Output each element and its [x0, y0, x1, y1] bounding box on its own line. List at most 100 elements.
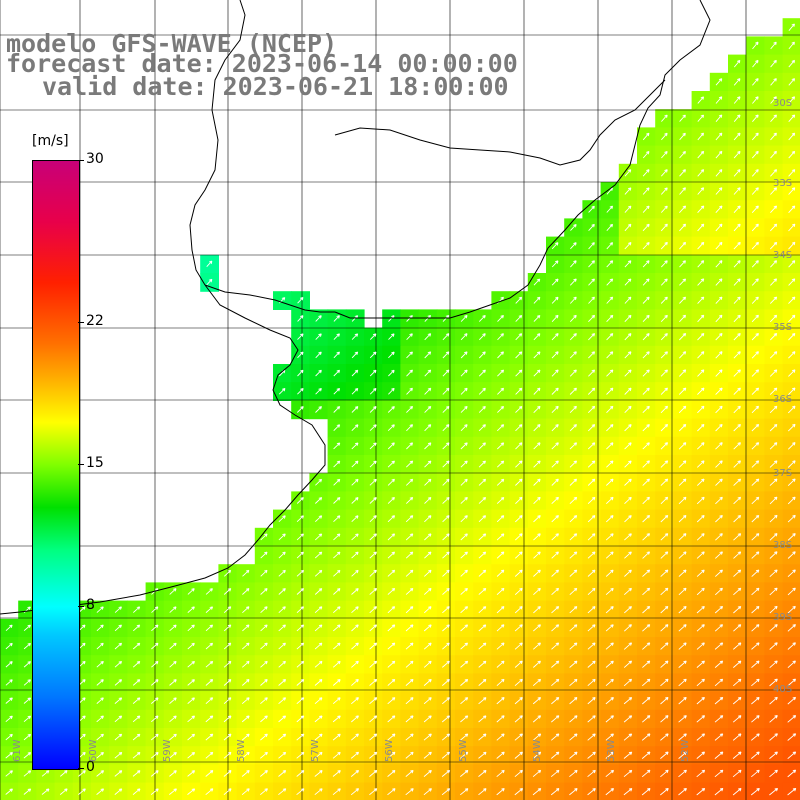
lat-label: 36S [773, 394, 793, 405]
wind-arrow [605, 551, 614, 559]
wind-arrow [169, 660, 177, 668]
wind-arrow [424, 405, 432, 413]
wind-arrow [314, 788, 323, 796]
wind-arrow [750, 787, 760, 796]
wind-arrow [514, 587, 523, 596]
wind-arrow [478, 442, 486, 450]
wind-arrow [787, 514, 796, 523]
wind-arrow [460, 442, 468, 450]
wind-arrow [187, 751, 196, 759]
wind-arrow [696, 569, 705, 577]
wind-arrow [515, 460, 523, 468]
wind-arrow [696, 751, 706, 759]
wind-arrow [369, 788, 378, 796]
wind-arrow [296, 660, 305, 668]
wind-arrow [751, 241, 759, 250]
wind-arrow [278, 588, 286, 595]
wind-arrow [770, 260, 778, 268]
wind-arrow [296, 697, 305, 705]
wind-arrow [497, 333, 504, 341]
wind-arrow [769, 442, 778, 450]
wind-arrow [624, 260, 632, 268]
wind-arrow [314, 515, 323, 523]
wind-arrow [733, 132, 741, 141]
wind-arrow [205, 642, 214, 650]
wind-arrow [442, 551, 450, 559]
wind-arrow [169, 606, 177, 613]
wind-arrow [242, 588, 250, 595]
wind-arrow [732, 769, 742, 778]
wind-arrow [588, 351, 596, 359]
wind-arrow [532, 733, 542, 741]
wind-arrow [569, 460, 578, 468]
wind-arrow [551, 278, 559, 286]
wind-arrow [187, 733, 196, 741]
wind-arrow [752, 96, 759, 104]
wind-arrow [369, 387, 377, 395]
wind-arrow [297, 333, 304, 340]
wind-arrow [624, 241, 632, 250]
wind-arrow [387, 533, 396, 541]
wind-arrow [551, 387, 559, 395]
wind-arrow [751, 605, 760, 614]
wind-arrow [533, 587, 541, 596]
wind-arrow [460, 569, 468, 577]
wind-arrow [787, 423, 796, 432]
wind-arrow [351, 478, 359, 486]
wind-arrow [114, 770, 123, 777]
wind-arrow [150, 788, 159, 795]
wind-arrow [769, 696, 778, 705]
wind-arrow [442, 351, 450, 359]
wind-arrow [478, 788, 487, 796]
wind-arrow [514, 660, 523, 668]
wind-arrow [660, 241, 668, 250]
wind-arrow [442, 460, 450, 468]
wind-arrow [423, 751, 432, 759]
wind-arrow [715, 296, 723, 304]
wind-arrow [333, 406, 341, 413]
wind-arrow [751, 551, 760, 559]
wind-arrow [533, 278, 541, 286]
wind-arrow [478, 660, 487, 668]
wind-arrow [332, 679, 341, 686]
wind-arrow [132, 697, 141, 704]
wind-arrow [661, 114, 668, 122]
wind-arrow [114, 679, 123, 686]
wind-arrow [696, 460, 705, 468]
wind-arrow [696, 642, 705, 650]
wind-arrow [387, 769, 396, 777]
wind-arrow [733, 405, 741, 414]
wind-arrow [5, 770, 13, 777]
wind-arrow [679, 205, 687, 214]
wind-arrow [533, 569, 541, 577]
colorbar-tick-mark [78, 768, 84, 769]
wind-arrow [478, 569, 487, 577]
wind-arrow [333, 624, 341, 632]
lat-label: 39S [773, 612, 793, 623]
wind-arrow [314, 715, 323, 723]
wind-arrow [223, 751, 232, 759]
wind-arrow [350, 751, 360, 759]
colorbar [32, 160, 80, 770]
wind-arrow [769, 241, 778, 250]
wind-arrow [278, 624, 286, 632]
wind-arrow [23, 642, 31, 650]
wind-arrow [132, 679, 141, 686]
wind-arrow [715, 96, 723, 104]
wind-arrow [624, 515, 632, 523]
wind-arrow [260, 551, 268, 559]
wind-arrow [351, 569, 359, 577]
wind-arrow [351, 551, 359, 559]
wind-arrow [605, 697, 614, 705]
wind-arrow [205, 697, 214, 705]
wind-arrow [787, 460, 796, 468]
wind-arrow [442, 660, 450, 668]
wind-arrow [496, 478, 505, 486]
wind-arrow [715, 241, 723, 250]
wind-arrow [606, 442, 614, 450]
wind-arrow [478, 606, 487, 614]
wind-arrow [605, 788, 615, 796]
wind-arrow [751, 442, 760, 450]
